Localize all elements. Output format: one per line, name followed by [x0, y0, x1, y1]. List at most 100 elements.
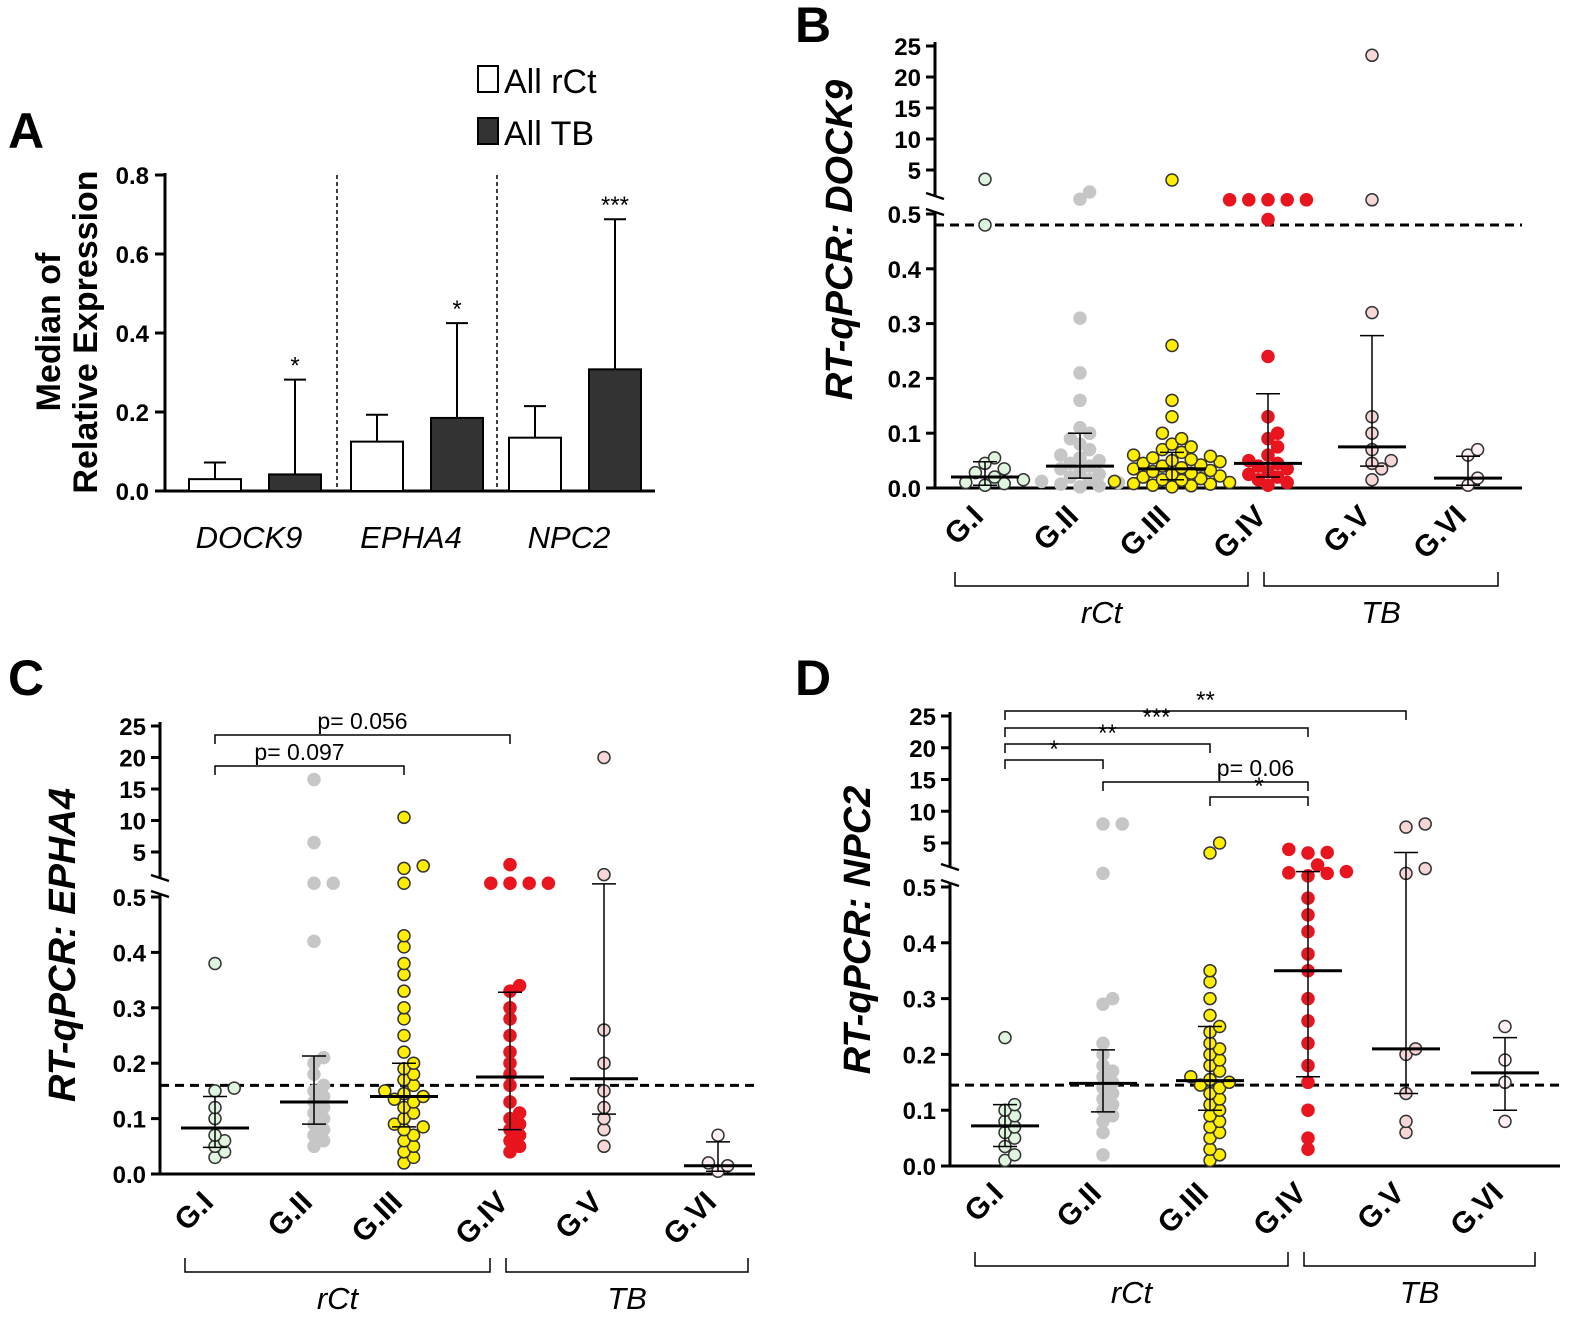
panelC-y-tick-label: 5	[133, 840, 146, 867]
panelB-bracket-tb	[1263, 572, 1499, 587]
panelD-group-label: G.VI	[1444, 1177, 1510, 1243]
panelC-comparison-label: p= 0.097	[254, 739, 344, 765]
panelC-data-point	[416, 859, 430, 873]
panelD-data-point	[1320, 845, 1334, 860]
panelC-data-point	[397, 1045, 411, 1059]
panelD-group-label: G.III	[1152, 1177, 1215, 1240]
panelB-data-point	[1073, 480, 1087, 494]
panelD-data-point	[1203, 963, 1217, 978]
panelB-group-label: G.III	[1114, 500, 1177, 563]
panelC-data-point	[208, 1084, 222, 1098]
panelC-data-point	[597, 1122, 611, 1137]
panelC-data-point	[711, 1128, 725, 1142]
panelB-data-point	[1261, 193, 1275, 207]
legend-label-rct: All rCt	[504, 63, 597, 101]
panelB-data-point	[1261, 212, 1275, 227]
legend-label-tb: All TB	[504, 115, 594, 153]
panelC-data-point	[397, 810, 411, 825]
panelB-data-point	[978, 172, 992, 187]
panelB-data-point	[1073, 192, 1087, 206]
panelB-y-tick-label: 0.1	[888, 421, 921, 448]
panel-a-y-tick-label: 0.6	[116, 242, 149, 269]
panelC-y-tick-label: 0.0	[113, 1162, 146, 1189]
panelD-data-point	[1399, 820, 1413, 834]
panelC-data-point	[316, 1078, 331, 1093]
panelD-axis-break-mark	[940, 878, 960, 888]
panelB-data-point	[987, 451, 1002, 465]
panelB-data-point	[1270, 440, 1285, 454]
panelC-y-tick-label: 0.2	[113, 1051, 146, 1078]
panelB-data-point	[1146, 451, 1160, 465]
panel-a-bar-tb	[588, 368, 642, 492]
panelB-data-point	[1470, 442, 1485, 457]
legend-swatch-rct	[477, 65, 499, 93]
panel-a-significance: *	[452, 296, 461, 323]
panel-label-c: C	[8, 650, 44, 706]
panelC-data-point	[227, 1081, 241, 1095]
panelC-data-point	[397, 940, 411, 954]
panelB-axis-break-mark	[925, 207, 945, 217]
panelC-data-point	[522, 876, 536, 891]
panelD-data-point	[1203, 846, 1217, 860]
panelD-data-point	[1399, 1125, 1413, 1140]
panelC-y-tick-label: 25	[119, 714, 146, 741]
panelB-data-point	[1280, 193, 1294, 207]
panelB-data-point	[1365, 48, 1379, 63]
panelC-data-point	[397, 956, 411, 971]
panelB-data-point	[1054, 477, 1068, 491]
panelB-y-tick-label: 15	[894, 96, 921, 123]
panelC-bracket-label-rct: rCt	[317, 1281, 360, 1316]
panelC-data-point	[416, 1120, 430, 1134]
panelD-data-point	[1301, 846, 1315, 860]
panelB-data-point	[1126, 476, 1141, 491]
panelD-axis-break-mark	[940, 862, 960, 872]
panelD-data-point	[1203, 991, 1217, 1006]
panelD-data-point	[1301, 1142, 1315, 1157]
panelC-group-label: G.II	[261, 1186, 319, 1244]
panelB-data-point	[1184, 440, 1198, 454]
panelC-data-point	[307, 835, 321, 850]
panelC-bracket-label-tb: TB	[607, 1281, 647, 1316]
panelB-data-point	[1016, 473, 1031, 487]
panel-a-significance: *	[290, 353, 299, 380]
panelD-y-tick-label: 5	[923, 831, 936, 858]
panelD-data-point	[1105, 991, 1120, 1006]
panelC-comparison-bracket	[214, 734, 511, 744]
panel-b-scatter: 0.0 0.1 0.2 0.3 0.4 0.5 5 10 15 20 25 G.I G.II G.III G…	[888, 34, 1522, 630]
panelB-data-point	[1107, 474, 1122, 489]
panelB-data-point	[1126, 448, 1141, 462]
panelD-y-tick-label: 0.4	[903, 931, 937, 958]
panelD-y-tick-label: 0.3	[903, 987, 936, 1014]
panelB-data-point	[1222, 193, 1237, 207]
panelD-bracket-label-tb: TB	[1400, 1275, 1440, 1310]
panelC-y-tick-label: 15	[119, 777, 146, 804]
panelC-data-point	[397, 861, 411, 876]
panelB-data-point	[1054, 448, 1068, 462]
panelC-group-label: G.V	[549, 1186, 609, 1246]
panelB-data-point	[1203, 449, 1218, 463]
panel-a-y-label-line1: Median of	[30, 252, 68, 411]
panelB-group-label: G.I	[938, 500, 990, 552]
panelC-data-point	[597, 750, 611, 765]
panelC-data-point	[503, 857, 517, 872]
panel-label-b: B	[795, 0, 831, 53]
panelB-data-point	[978, 218, 992, 232]
panelC-data-point	[512, 1106, 527, 1120]
panelD-comparison-bracket	[1004, 743, 1211, 753]
panelD-group-label: G.V	[1351, 1177, 1411, 1237]
panel-c-scatter: 0.0 0.1 0.2 0.3 0.4 0.5 5 10 15 20 25 G.I G.II G.III G…	[113, 708, 755, 1316]
panelD-data-point	[1096, 866, 1110, 881]
panelD-group-label: G.I	[958, 1177, 1010, 1229]
panelB-bracket-rct	[954, 572, 1249, 587]
panelD-data-point	[1498, 1114, 1512, 1129]
panelB-y-tick-label: 0.0	[888, 476, 921, 503]
panelD-data-point	[1096, 1148, 1110, 1162]
panel-a-category-label: DOCK9	[196, 520, 303, 555]
panelC-group-label: G.IV	[449, 1186, 515, 1252]
panelD-data-point	[1007, 1148, 1022, 1162]
panelC-data-point	[597, 1139, 611, 1154]
panelC-data-point	[208, 956, 222, 971]
panelC-data-point	[307, 772, 321, 787]
panelB-data-point	[1092, 467, 1106, 482]
panelB-data-point	[1242, 193, 1256, 207]
